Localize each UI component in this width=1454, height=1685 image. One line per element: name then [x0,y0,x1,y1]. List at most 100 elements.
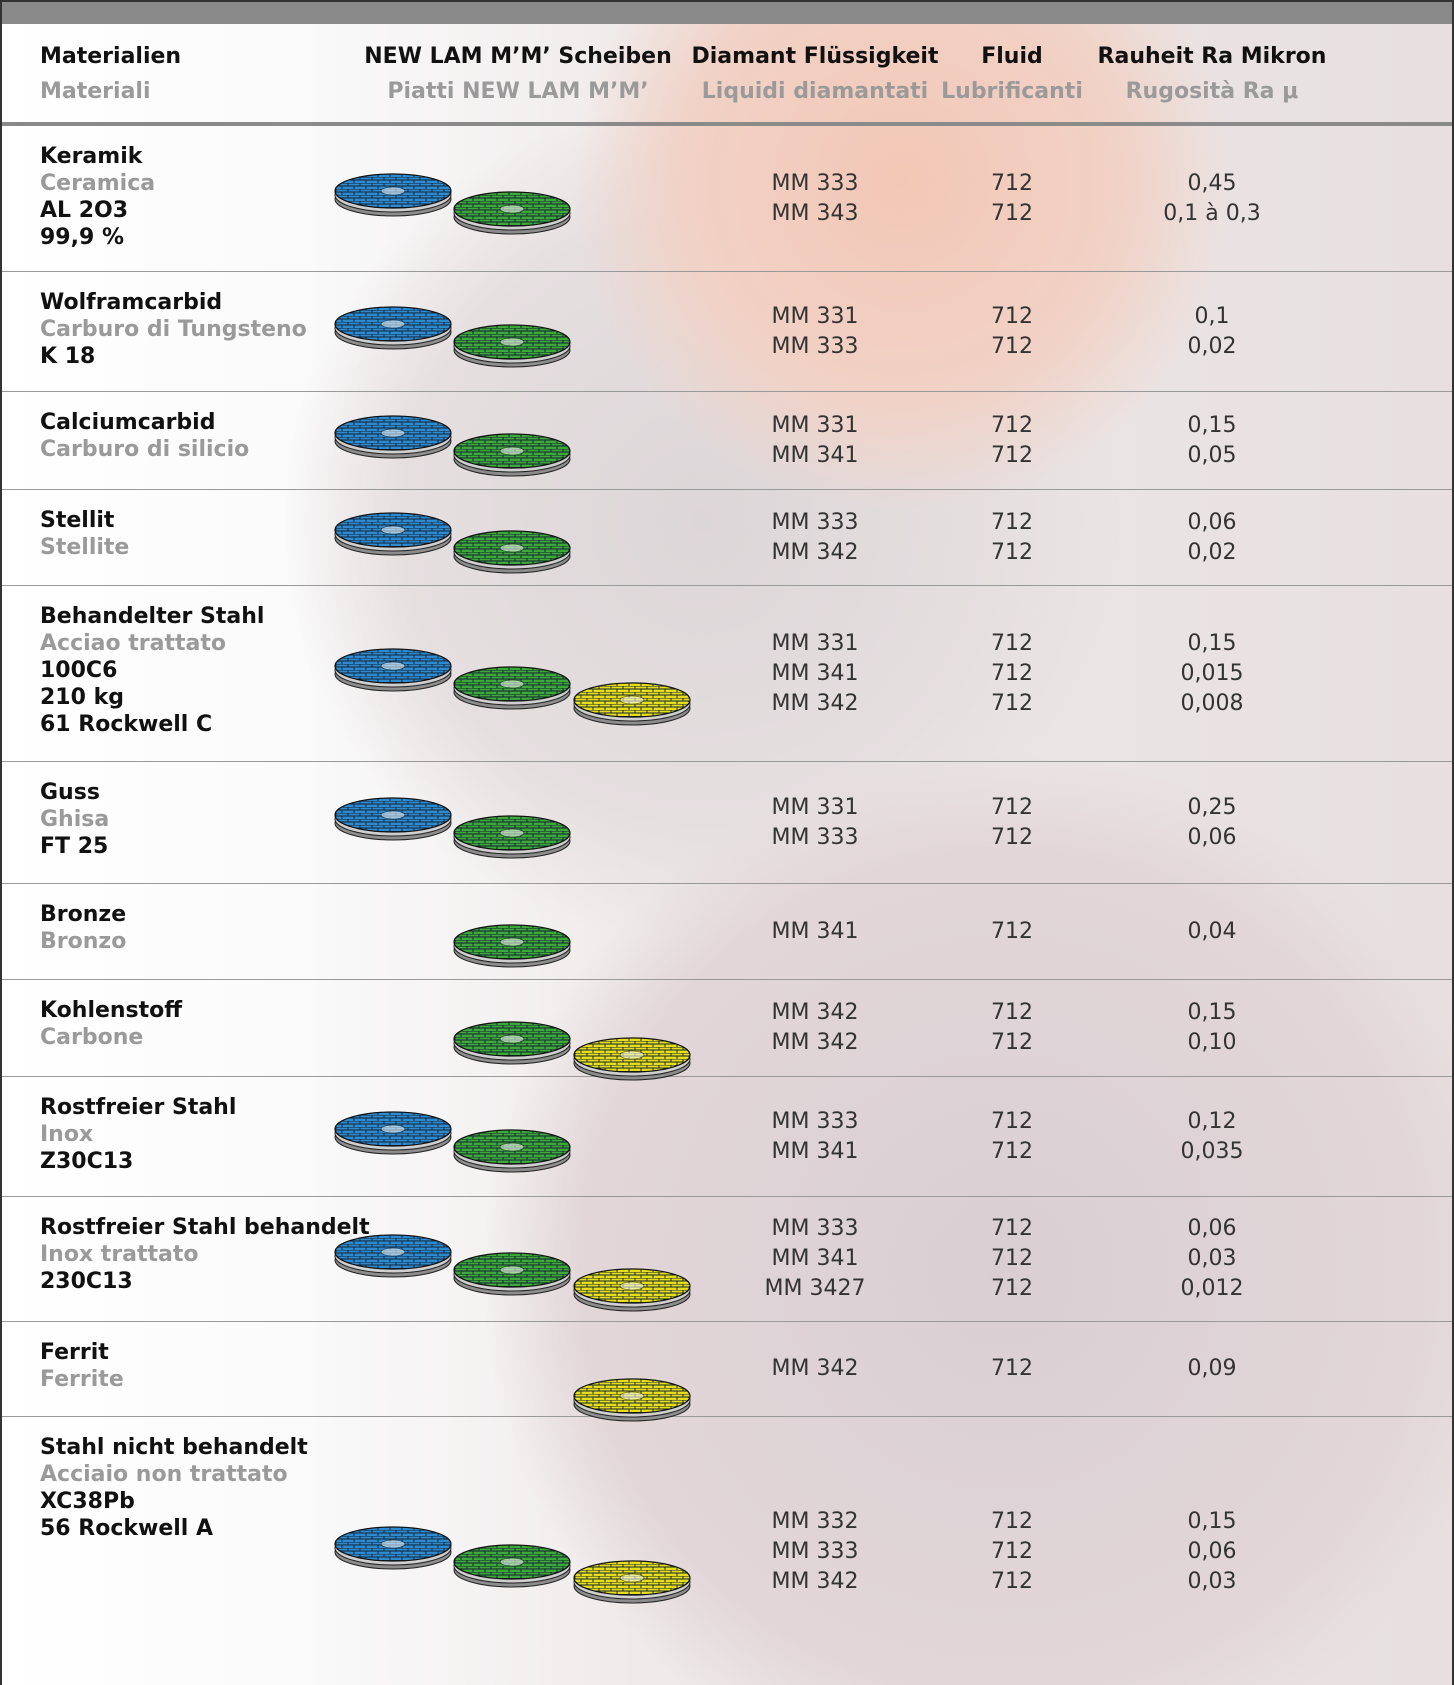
liquid-value: MM 343 [772,199,859,229]
roughness-value: 0,06 [1188,823,1237,853]
roughness-value: 0,09 [1188,1354,1237,1384]
fluid-value: 712 [991,199,1033,229]
material-line: XC38Pb [40,1488,308,1515]
fluid-value: 712 [991,1507,1033,1537]
material-line: Carbone [40,1024,182,1051]
header: Materialien [40,44,181,69]
header: Materiali [40,79,151,104]
material-line: Kohlenstoff [40,997,182,1024]
liquid-value: MM 342 [772,1354,859,1384]
liquid-value: MM 341 [772,1244,859,1274]
liquid-cell: MM 331MM 341MM 342 [772,586,859,761]
liquid-cell: MM 333MM 343 [772,126,859,271]
header: Fluid [981,44,1043,69]
material-line: Guss [40,779,109,806]
fluid-value: 712 [991,332,1033,362]
material-cell: StellitStellite [40,507,129,561]
roughness-value: 0,03 [1188,1567,1237,1597]
fluid-cell: 712712 [991,762,1033,883]
roughness-value: 0,12 [1188,1107,1237,1137]
header: Rauheit Ra Mikron [1098,44,1327,69]
liquid-value: MM 333 [772,1107,859,1137]
roughness-value: 0,02 [1188,332,1237,362]
material-line: Ceramica [40,170,155,197]
roughness-value: 0,25 [1188,793,1237,823]
fluid-value: 712 [991,689,1033,719]
page: Materialien Materiali NEW LAM M’M’ Schei… [0,0,1454,1685]
header: Piatti NEW LAM M’M’ [387,79,648,104]
fluid-value: 712 [991,1214,1033,1244]
fluid-value: 712 [991,1274,1033,1304]
liquid-value: MM 331 [772,302,859,332]
material-line: 230C13 [40,1268,370,1295]
material-cell: BronzeBronzo [40,901,126,955]
disc-icon [452,528,572,578]
roughness-value: 0,1 à 0,3 [1163,199,1260,229]
roughness-value: 0,008 [1181,689,1244,719]
liquid-cell: MM 342 [772,1322,859,1416]
material-line: K 18 [40,343,307,370]
material-line: Calciumcarbid [40,409,249,436]
roughness-cell: 0,10,02 [1188,272,1237,391]
roughness-value: 0,03 [1188,1244,1237,1274]
liquid-value: MM 333 [772,1214,859,1244]
table-row: Behandelter StahlAcciao trattato100C6210… [2,586,1452,762]
fluid-value: 712 [991,1537,1033,1567]
liquid-value: MM 342 [772,689,859,719]
roughness-value: 0,012 [1181,1274,1244,1304]
material-line: Ferrit [40,1339,124,1366]
material-line: AL 2O3 [40,197,155,224]
liquid-value: MM 331 [772,793,859,823]
roughness-value: 0,15 [1188,629,1237,659]
material-cell: KeramikCeramicaAL 2O399,9 % [40,143,155,251]
roughness-value: 0,015 [1181,659,1244,689]
fluid-value: 712 [991,1244,1033,1274]
fluid-value: 712 [991,1028,1033,1058]
roughness-value: 0,04 [1188,917,1237,947]
liquid-value: MM 341 [772,659,859,689]
roughness-value: 0,06 [1188,508,1237,538]
header: Rugosità Ra μ [1126,79,1299,104]
header: NEW LAM M’M’ Scheiben [364,44,671,69]
roughness-value: 0,06 [1188,1214,1237,1244]
liquid-value: MM 341 [772,917,859,947]
liquid-value: MM 333 [772,332,859,362]
fluid-value: 712 [991,659,1033,689]
liquid-cell: MM 331MM 341 [772,392,859,489]
fluid-value: 712 [991,411,1033,441]
disc-icon [572,680,692,730]
material-line: 100C6 [40,657,264,684]
material-line: Acciaio non trattato [40,1461,308,1488]
roughness-cell: 0,150,060,03 [1188,1417,1237,1685]
disc-icon [333,1232,453,1282]
roughness-value: 0,15 [1188,411,1237,441]
material-line: Keramik [40,143,155,170]
fluid-cell: 712 [991,884,1033,979]
material-line: Stellite [40,534,129,561]
liquid-value: MM 342 [772,538,859,568]
fluid-value: 712 [991,998,1033,1028]
disc-icon [452,922,572,972]
disc-icon [333,795,453,845]
fluid-value: 712 [991,1107,1033,1137]
fluid-value: 712 [991,823,1033,853]
fluid-cell: 712712 [991,126,1033,271]
roughness-value: 0,15 [1188,1507,1237,1537]
roughness-cell: 0,450,1 à 0,3 [1163,126,1260,271]
material-line: 210 kg [40,684,264,711]
liquid-value: MM 333 [772,823,859,853]
roughness-value: 0,035 [1181,1137,1244,1167]
disc-icon [333,1524,453,1574]
fluid-value: 712 [991,508,1033,538]
header: Liquidi diamantati [702,79,928,104]
roughness-cell: 0,04 [1188,884,1237,979]
material-line: Z30C13 [40,1148,236,1175]
